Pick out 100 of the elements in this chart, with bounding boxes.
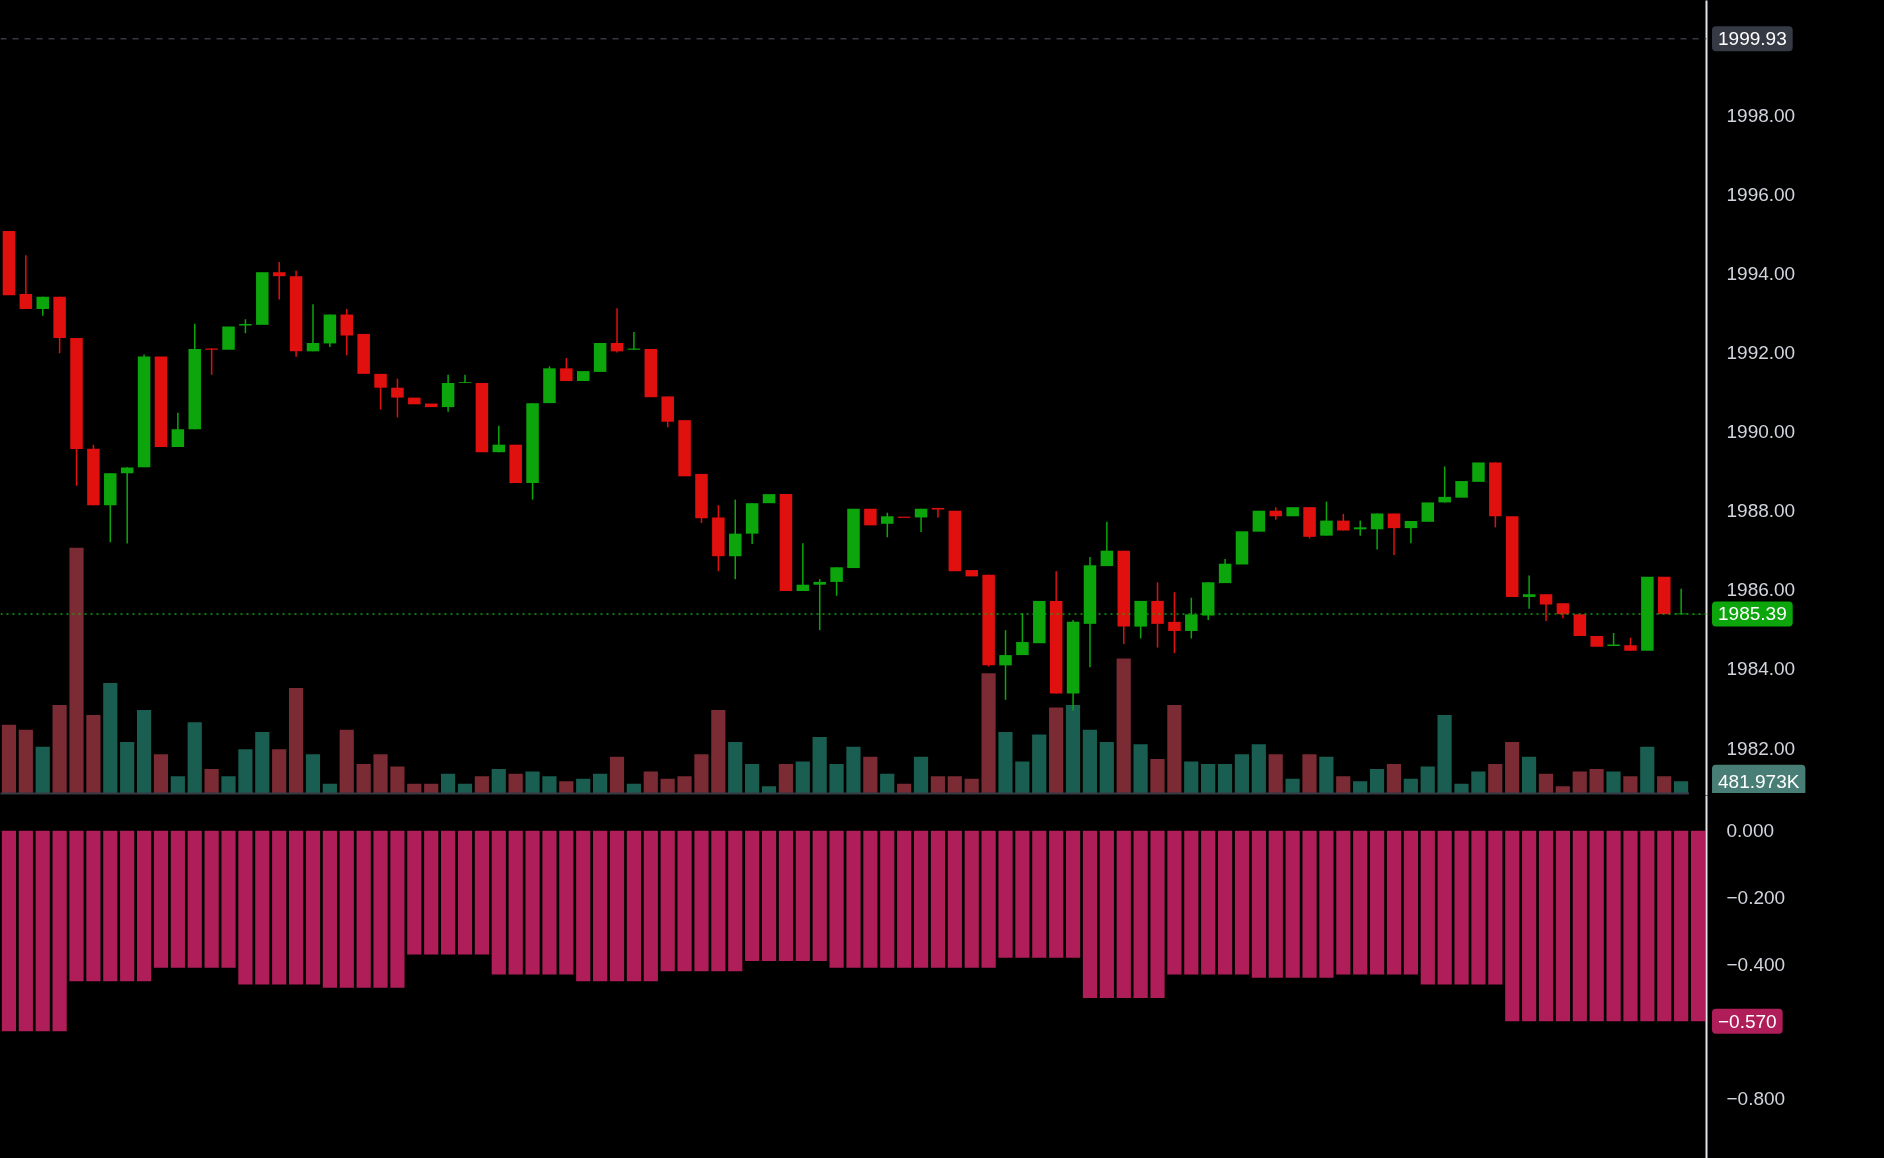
bar [1116, 658, 1131, 794]
bar [913, 756, 929, 794]
candlestick [340, 308, 354, 357]
y-tick-label: 1982.00 [1726, 737, 1796, 759]
bar [35, 746, 50, 794]
candlestick [1472, 462, 1485, 482]
y-tick-label: 1998.00 [1726, 104, 1796, 126]
candlestick [154, 356, 168, 448]
bar [761, 786, 777, 794]
bar [356, 764, 371, 794]
bar [238, 749, 253, 794]
bar [863, 756, 878, 794]
bar [1201, 764, 1216, 794]
bar [508, 773, 523, 794]
bar [1538, 773, 1554, 794]
bar [998, 732, 1013, 794]
candlestick [560, 357, 573, 382]
bar [947, 776, 962, 794]
candlestick [576, 371, 590, 381]
bar [390, 766, 405, 794]
candlestick [19, 254, 33, 310]
bar [829, 764, 844, 794]
candlestick [222, 326, 235, 350]
candlestick [1658, 576, 1671, 615]
candlestick [1353, 519, 1367, 537]
candlestick [1438, 465, 1451, 504]
candlestick [796, 542, 810, 592]
bar [1555, 786, 1570, 794]
candlestick [830, 566, 843, 597]
bar [1336, 776, 1351, 794]
bar [1184, 761, 1199, 794]
bar [643, 771, 658, 794]
candlestick [357, 333, 370, 374]
bar [593, 773, 608, 794]
bar [1150, 759, 1165, 794]
bar [1049, 707, 1064, 794]
bar [728, 741, 743, 794]
candlestick [948, 510, 962, 572]
candlestick [306, 303, 320, 353]
bar [1673, 781, 1689, 794]
candlestick [1218, 558, 1232, 584]
candlestick [729, 498, 742, 580]
bar [373, 754, 388, 794]
candlestick [1168, 591, 1181, 654]
candlestick [779, 494, 793, 592]
bar [1217, 764, 1233, 794]
candlestick [171, 411, 185, 448]
candlestick [1573, 614, 1587, 637]
candlestick [1151, 581, 1164, 649]
bar [1251, 744, 1266, 794]
bar [221, 776, 236, 794]
bar [170, 776, 185, 794]
bar [187, 722, 202, 794]
bar [880, 773, 895, 794]
bar [1268, 754, 1283, 794]
bar [1471, 771, 1486, 794]
bar [1386, 764, 1402, 794]
candlestick [475, 382, 489, 453]
bar [812, 737, 827, 794]
candlestick [256, 272, 269, 325]
bar [457, 783, 473, 794]
bar [609, 756, 625, 794]
bar [474, 776, 489, 794]
bar [272, 749, 287, 794]
bar [1, 724, 17, 794]
candlestick [1404, 520, 1418, 544]
y-tick-label: 1992.00 [1726, 342, 1796, 364]
bar [1302, 754, 1317, 794]
y-tick-label: 0.000 [1726, 820, 1775, 842]
bar [660, 778, 675, 794]
candlestick [1506, 516, 1519, 597]
bar [1521, 756, 1537, 794]
bar [407, 783, 422, 794]
candlestick [1539, 593, 1553, 622]
candlestick [644, 348, 658, 398]
bar [795, 761, 810, 794]
candlestick [2, 231, 16, 296]
candlestick [931, 507, 945, 519]
bar [525, 771, 540, 794]
bar [86, 714, 101, 794]
candlestick [272, 261, 286, 301]
bar [1319, 756, 1334, 794]
bar [677, 776, 692, 794]
bar [1015, 761, 1030, 794]
bar [576, 778, 591, 794]
bar [440, 773, 456, 794]
bar [1420, 766, 1435, 794]
y-tick-label: 1994.00 [1726, 262, 1796, 284]
candlestick [1522, 574, 1536, 610]
bar [964, 778, 979, 794]
bar [1353, 781, 1368, 794]
bar [305, 754, 321, 794]
bar [18, 729, 33, 794]
bar [1437, 714, 1452, 794]
candlestick [678, 420, 691, 477]
bar [559, 781, 574, 794]
bar [1606, 771, 1621, 794]
y-tick-label: −0.800 [1726, 1087, 1786, 1109]
y-tick-label: 1996.00 [1726, 183, 1796, 205]
bar [103, 682, 118, 794]
